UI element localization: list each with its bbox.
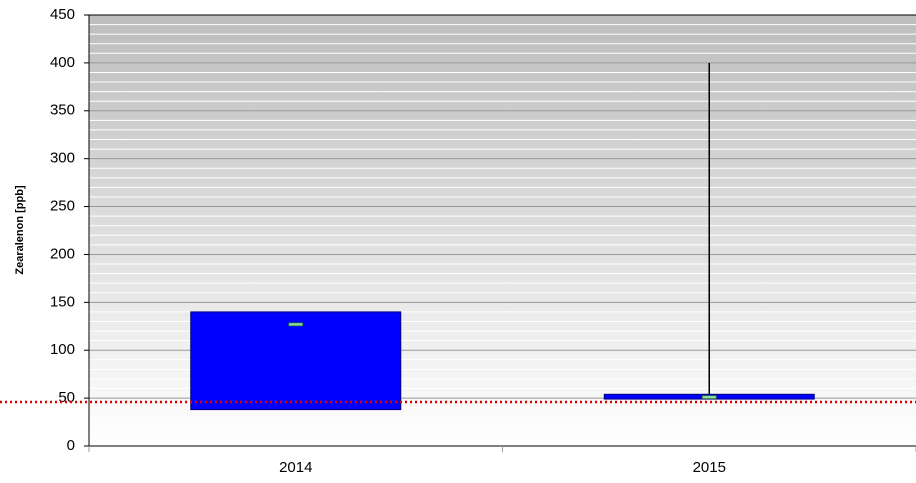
y-axis-label: Zearalenon [ppb] xyxy=(14,185,26,275)
marker xyxy=(701,395,717,400)
y-tick-label: 350 xyxy=(50,102,75,119)
x-tick-label: 2015 xyxy=(693,459,726,476)
y-tick-label: 400 xyxy=(50,54,75,71)
y-tick-label: 100 xyxy=(50,341,75,358)
x-tick-label: 2014 xyxy=(279,459,312,476)
y-tick-label: 150 xyxy=(50,293,75,310)
y-tick-label: 0 xyxy=(67,437,75,454)
y-tick-label: 450 xyxy=(50,6,75,23)
marker xyxy=(288,322,304,327)
box xyxy=(190,311,402,411)
y-tick-label: 250 xyxy=(50,198,75,215)
y-tick-label: 300 xyxy=(50,150,75,167)
y-tick-label: 50 xyxy=(58,389,75,406)
y-tick-label: 200 xyxy=(50,245,75,262)
